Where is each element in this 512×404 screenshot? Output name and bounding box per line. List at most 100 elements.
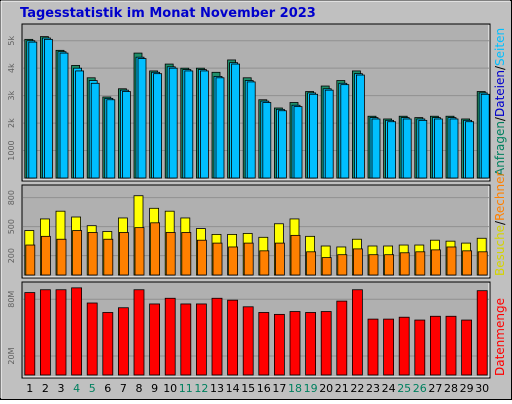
x-tick-label: 30 <box>475 382 489 395</box>
x-tick-label: 2 <box>42 382 49 395</box>
x-tick-label: 29 <box>460 382 474 395</box>
bar-datenmenge-11 <box>180 303 192 376</box>
x-tick-label: 3 <box>58 382 65 395</box>
bar-seiten-21 <box>340 84 350 179</box>
legend-entry: Besuche <box>493 225 507 276</box>
legend-entry: / <box>493 116 507 121</box>
bar-seiten-28 <box>449 118 459 179</box>
y-tick-label: 500 <box>7 219 16 234</box>
y-tick-label: 80M <box>7 291 16 308</box>
bar-seiten-2 <box>44 38 53 179</box>
y-tick-label: 1000 <box>7 140 16 160</box>
x-tick-label: 17 <box>272 382 286 395</box>
legend-traffic: Datenmenge <box>493 298 507 376</box>
x-tick-label: 13 <box>210 382 224 395</box>
x-tick-label: 25 <box>397 382 411 395</box>
panel-requests: 1000 2k 3k 4k 5k <box>7 23 491 182</box>
bar-seiten-29 <box>465 121 475 179</box>
plot-area-requests <box>21 23 491 182</box>
bar-rechner-4 <box>72 230 82 276</box>
bar-datenmenge-13 <box>211 297 223 376</box>
bar-datenmenge-9 <box>149 303 161 376</box>
bar-seiten-16 <box>262 102 272 179</box>
plot-area-visits <box>21 184 491 279</box>
bar-datenmenge-29 <box>461 319 473 376</box>
x-tick-label: 7 <box>120 382 127 395</box>
x-tick-label: 10 <box>163 382 177 395</box>
bar-seiten-25 <box>402 118 412 179</box>
bar-rechner-17 <box>274 242 285 276</box>
bar-seiten-18 <box>293 106 303 179</box>
y-tick-label: 2k <box>7 118 16 128</box>
x-tick-label: 5 <box>89 382 96 395</box>
bar-rechner-2 <box>41 235 51 276</box>
bar-datenmenge-2 <box>40 289 51 376</box>
bar-datenmenge-6 <box>102 312 114 376</box>
legend-requests: Anfragen/Dateien/Seiten <box>493 28 507 176</box>
bar-rechner-9 <box>150 222 161 276</box>
x-axis-labels: 1 2 3 4 5 6 7 8 9 10 11 12 13 14 15 16 17 18 19 20 21 22 23 24 2… <box>26 382 489 395</box>
bar-rechner-21 <box>337 254 348 276</box>
bar-rechner-16 <box>259 250 270 276</box>
bar-rechner-23 <box>368 254 379 276</box>
bar-rechner-26 <box>415 251 426 276</box>
bar-datenmenge-25 <box>398 316 410 376</box>
legend-entry: Anfragen <box>493 121 507 176</box>
bar-seiten-8 <box>137 58 147 179</box>
x-tick-label: 16 <box>257 382 271 395</box>
bar-rechner-15 <box>243 242 254 276</box>
bar-rechner-1 <box>25 244 36 276</box>
bar-rechner-13 <box>212 242 223 276</box>
bar-rechner-24 <box>384 254 395 276</box>
bar-datenmenge-18 <box>289 311 301 376</box>
bar-rechner-14 <box>228 246 239 276</box>
x-tick-label: 12 <box>194 382 208 395</box>
bar-rechner-3 <box>56 238 67 276</box>
y-tick-label: 5k <box>7 36 16 46</box>
x-tick-label: 22 <box>350 382 364 395</box>
bar-rechner-8 <box>134 227 145 276</box>
bar-datenmenge-23 <box>367 318 379 376</box>
bar-rechner-18 <box>290 234 301 276</box>
bar-rechner-7 <box>119 232 129 276</box>
x-tick-label: 6 <box>104 382 111 395</box>
y-tick-label: 20M <box>7 347 16 364</box>
legends: Anfragen/Dateien/SeitenBesuche/RechnerDa… <box>493 28 507 376</box>
bar-seiten-27 <box>433 118 443 179</box>
x-tick-label: 23 <box>366 382 380 395</box>
bar-seiten-9 <box>153 73 163 179</box>
bar-datenmenge-4 <box>71 287 82 376</box>
bar-rechner-12 <box>196 239 207 276</box>
bar-rechner-30 <box>477 251 488 276</box>
legend-entry: / <box>493 220 507 225</box>
plot-area-traffic <box>21 281 491 379</box>
bar-datenmenge-22 <box>351 289 363 376</box>
bar-rechner-27 <box>430 249 441 276</box>
bar-rechner-28 <box>446 246 457 276</box>
bar-seiten-15 <box>246 81 256 179</box>
bar-seiten-7 <box>122 91 131 179</box>
x-tick-label: 9 <box>151 382 158 395</box>
bar-rechner-10 <box>165 232 176 276</box>
bar-seiten-3 <box>59 52 69 179</box>
bar-datenmenge-16 <box>258 312 270 376</box>
y-tick-label: 3k <box>7 90 16 100</box>
bar-datenmenge-20 <box>320 311 332 376</box>
y-tick-label: 4k <box>7 63 16 73</box>
bar-seiten-23 <box>371 118 381 179</box>
bar-seiten-4 <box>75 70 84 179</box>
panel-visits: 200 500 800 <box>7 184 491 279</box>
bar-datenmenge-12 <box>195 303 207 376</box>
bar-datenmenge-15 <box>242 306 254 376</box>
bar-rechner-6 <box>103 238 114 276</box>
x-tick-label: 26 <box>413 382 427 395</box>
bar-datenmenge-14 <box>227 299 239 376</box>
bar-seiten-19 <box>309 93 319 179</box>
bar-seiten-13 <box>215 77 225 179</box>
bar-seiten-26 <box>418 119 428 179</box>
bar-datenmenge-7 <box>118 307 129 376</box>
bar-datenmenge-21 <box>336 300 348 376</box>
bar-datenmenge-5 <box>86 302 98 376</box>
